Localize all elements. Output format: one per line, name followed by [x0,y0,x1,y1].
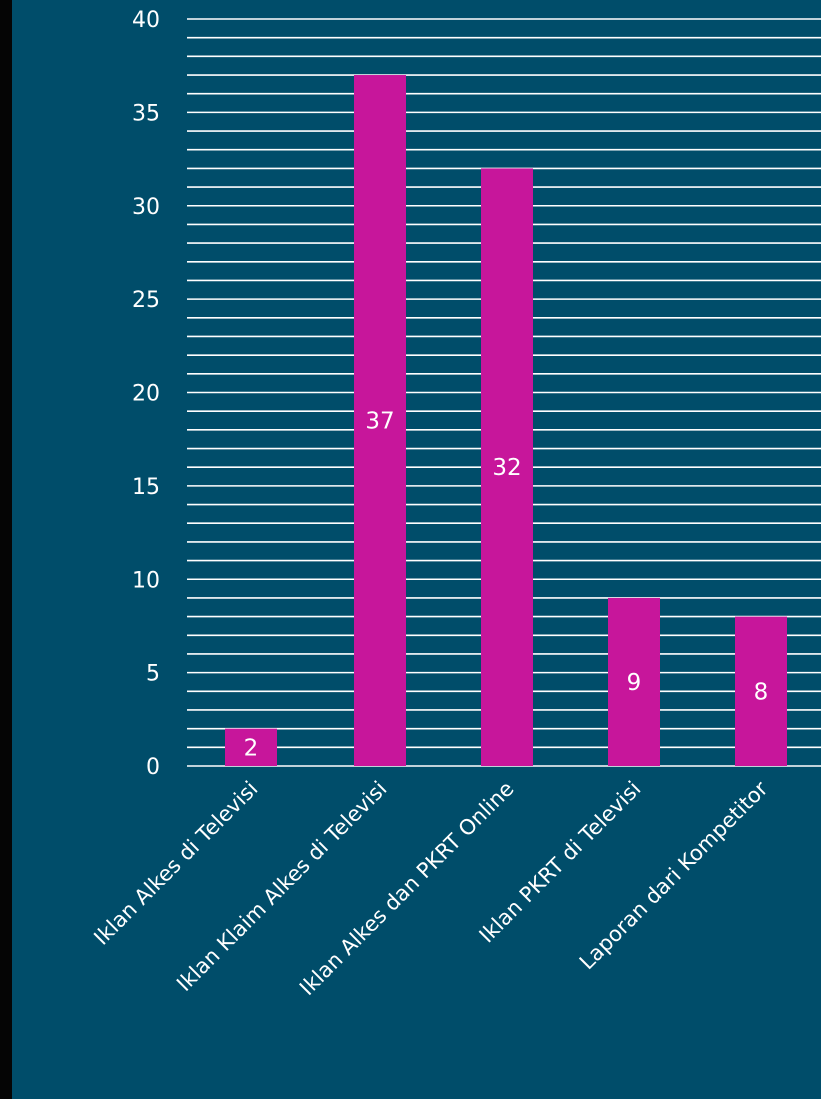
bar-4 [608,597,660,766]
y-tick-label-0: 0 [146,755,160,780]
x-category-label-2: Iklan Klaim Alkes di Televisi [172,777,392,997]
bar-5 [735,616,787,766]
y-tick-label-35: 35 [132,101,160,126]
y-axis-ticks: 0 5 10 15 20 25 30 35 40 [132,8,160,780]
data-label-1: 2 [244,735,259,761]
y-tick-label-15: 15 [132,475,160,500]
data-label-3: 32 [492,455,521,481]
y-tick-label-30: 30 [132,195,160,220]
data-label-2: 37 [365,409,394,435]
left-edge-band [0,0,12,1099]
data-label-5: 8 [754,679,769,705]
y-tick-label-5: 5 [146,662,160,687]
bar-1 [225,728,277,766]
y-tick-label-10: 10 [132,568,160,593]
bar-2 [354,75,406,766]
x-category-label-3: Iklan Alkes dan PKRT Online [295,777,519,1001]
y-tick-label-40: 40 [132,8,160,33]
bar-3 [481,168,533,766]
bars [225,75,787,766]
y-tick-label-20: 20 [132,382,160,407]
data-label-4: 9 [627,670,642,696]
data-labels: 2 37 32 9 8 [244,409,769,762]
y-tick-label-25: 25 [132,288,160,313]
